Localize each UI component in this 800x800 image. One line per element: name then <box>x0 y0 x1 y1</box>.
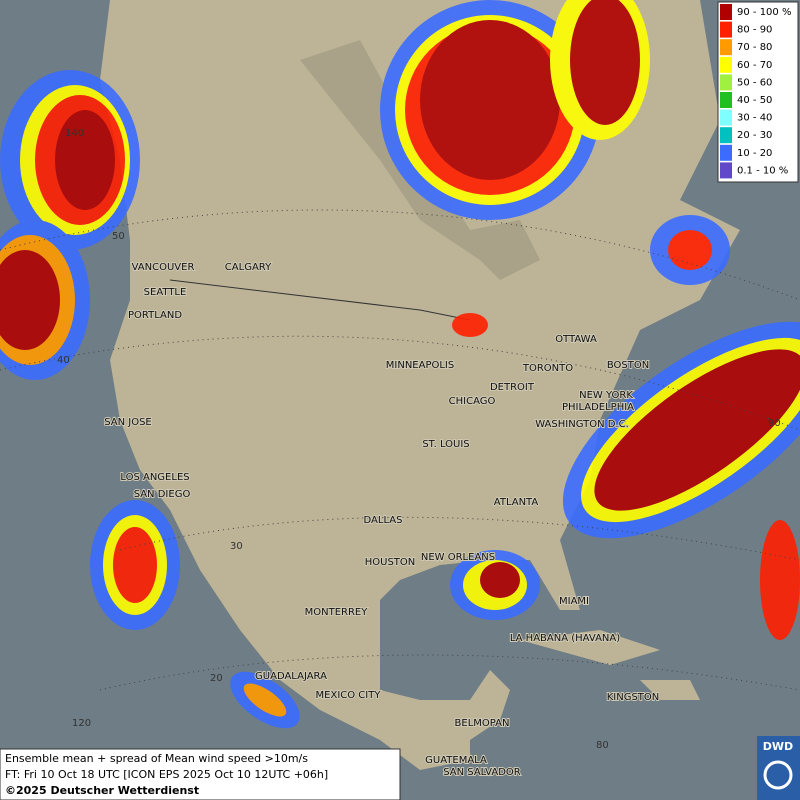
legend: 90 - 100 % 80 - 90 70 - 80 60 - 70 50 - 60 40… <box>717 1 799 183</box>
legend-swatch <box>720 74 732 91</box>
city-label: SAN DIEGO <box>134 489 191 500</box>
city-label: NEW YORK <box>579 390 633 401</box>
graticule-label: 50 <box>112 231 125 242</box>
city-label: MIAMI <box>559 596 589 607</box>
city-label: LOS ANGELES <box>120 472 189 483</box>
land <box>100 0 740 770</box>
legend-label: 50 - 60 <box>737 77 772 88</box>
logo: DWD <box>757 736 800 800</box>
city-label: SEATTLE <box>144 287 187 298</box>
legend-label: 60 - 70 <box>737 60 772 71</box>
city-label: CHICAGO <box>449 396 496 407</box>
logo-text: DWD <box>763 740 793 753</box>
city-label: MEXICO CITY <box>316 690 382 701</box>
legend-label: 70 - 80 <box>737 42 772 53</box>
legend-label: 80 - 90 <box>737 25 772 36</box>
city-label: WASHINGTON D.C. <box>535 419 629 430</box>
legend-swatch <box>720 144 732 161</box>
city-label: VANCOUVER <box>132 262 195 273</box>
footer-line: Ensemble mean + spread of Mean wind spee… <box>5 752 308 765</box>
city-label: PORTLAND <box>128 310 182 321</box>
footer-line: FT: Fri 10 Oct 18 UTC [ICON EPS 2025 Oct… <box>5 768 328 781</box>
legend-swatch <box>720 109 732 126</box>
legend-label: 30 - 40 <box>737 113 772 124</box>
city-label: BOSTON <box>607 360 649 371</box>
city-label: SAN JOSE <box>104 417 152 428</box>
graticule-label: 20 <box>210 673 223 684</box>
graticule-label: 40 <box>57 355 70 366</box>
legend-swatch <box>720 127 732 144</box>
legend-swatch <box>720 21 732 38</box>
city-label: MINNEAPOLIS <box>386 360 454 371</box>
city-label: MONTERREY <box>305 607 369 618</box>
city-label: DETROIT <box>490 382 535 393</box>
city-label: GUATEMALA <box>425 755 487 766</box>
legend-swatch <box>720 56 732 73</box>
legend-swatch <box>720 162 732 179</box>
city-label: SAN SALVADOR <box>443 767 520 778</box>
wind-areas <box>0 0 800 729</box>
city-label: NEW ORLEANS <box>421 552 495 563</box>
legend-swatch <box>720 39 732 56</box>
footer: Ensemble mean + spread of Mean wind spee… <box>0 748 401 800</box>
legend-label: 0.1 - 10 % <box>737 165 788 176</box>
graticule-label: 140 <box>65 128 84 139</box>
city-label: PHILADELPHIA <box>562 402 634 413</box>
city-label: ST. LOUIS <box>422 439 469 450</box>
city-label: LA HABANA (HAVANA) <box>510 633 620 644</box>
graticule-label: 80 <box>596 740 609 751</box>
graticule-label: 120 <box>72 718 91 729</box>
city-label: HOUSTON <box>365 557 416 568</box>
legend-label: 10 - 20 <box>737 148 772 159</box>
legend-label: 90 - 100 % <box>737 7 791 18</box>
legend-swatch <box>720 92 732 108</box>
footer-line: ©2025 Deutscher Wetterdienst <box>5 784 199 797</box>
city-label: OTTAWA <box>555 334 597 345</box>
legend-swatch <box>720 4 732 20</box>
city-label: ATLANTA <box>494 497 539 508</box>
city-label: DALLAS <box>364 515 403 526</box>
city-label: GUADALAJARA <box>255 671 327 682</box>
graticule-label: 90 <box>768 418 781 429</box>
city-label: TORONTO <box>522 363 573 374</box>
graticule-label: 30 <box>230 541 243 552</box>
city-label: KINGSTON <box>607 692 660 703</box>
islands <box>520 630 700 700</box>
legend-label: 20 - 30 <box>737 130 772 141</box>
city-label: BELMOPAN <box>455 718 510 729</box>
city-label: CALGARY <box>225 262 272 273</box>
legend-label: 40 - 50 <box>737 95 772 106</box>
